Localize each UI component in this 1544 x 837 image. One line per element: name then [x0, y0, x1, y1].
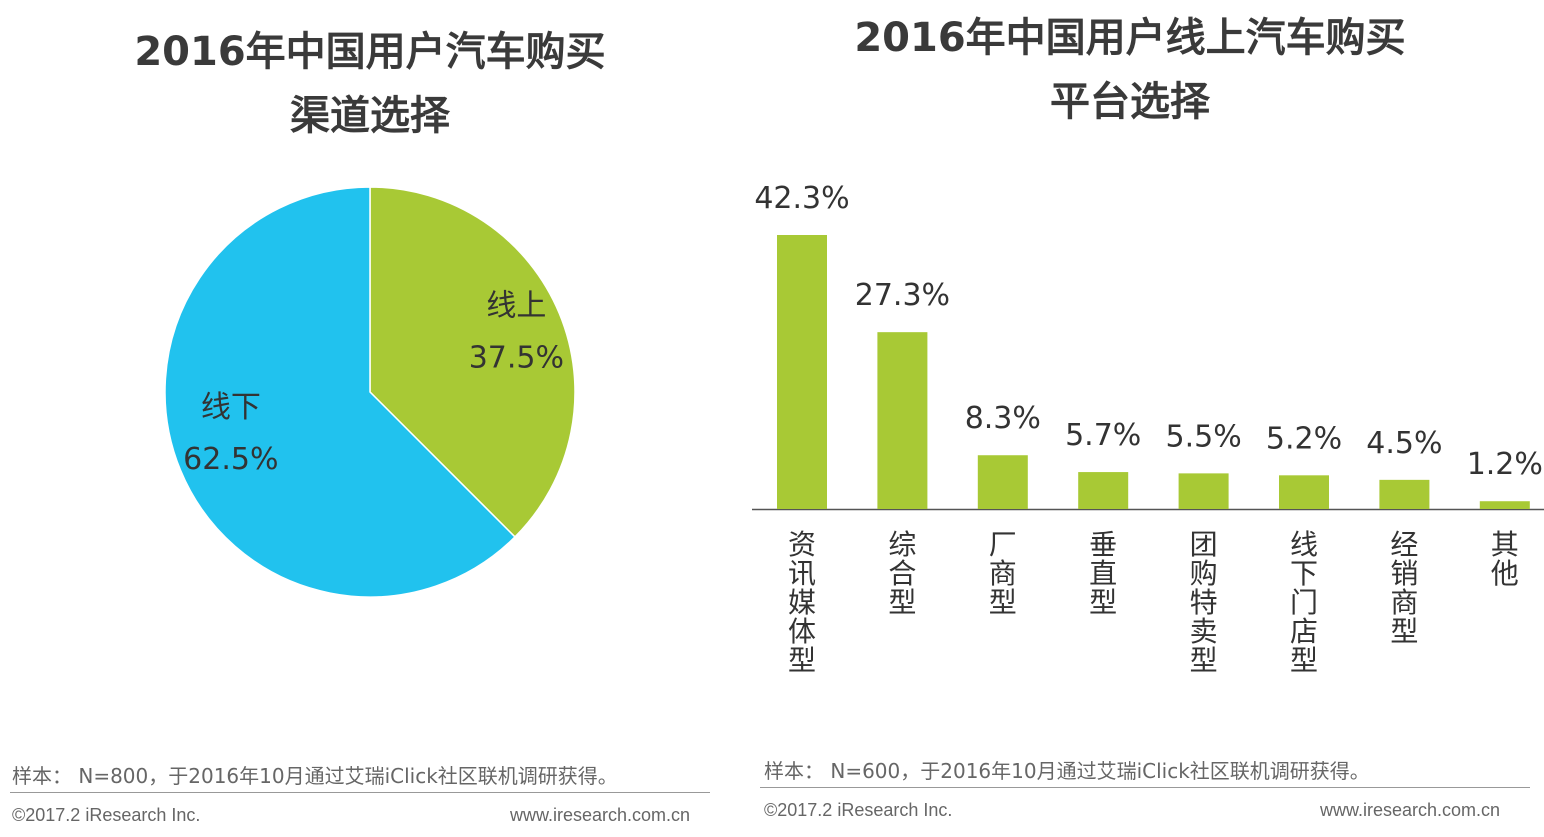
- bar-category-label-3: 垂直型: [1089, 528, 1118, 619]
- bar-value-label-6: 4.5%: [1366, 426, 1442, 461]
- pie-chart: 线上 37.5% 线下 62.5%: [164, 186, 576, 598]
- pie-title-line-1: 2016年中国用户汽车购买: [134, 29, 606, 75]
- bar-category-label-6: 经销商型: [1390, 528, 1419, 648]
- bar-4: [1178, 473, 1229, 509]
- right-website: www.iresearch.com.cn: [1320, 800, 1501, 820]
- right-copyright: ©2017.2 iResearch Inc.: [764, 800, 953, 820]
- bar-value-label-0: 42.3%: [754, 181, 849, 216]
- bar-7: [1479, 501, 1530, 509]
- right-sample-note: 样本： N=600，于2016年10月通过艾瑞iClick社区联机调研获得。: [764, 759, 1370, 783]
- bar-3: [1078, 472, 1129, 509]
- bar-2: [977, 455, 1028, 509]
- pie-slice-label-1: 线下: [201, 390, 261, 425]
- bar-value-label-7: 1.2%: [1467, 447, 1543, 482]
- bar-0: [777, 235, 827, 509]
- bar-value-label-4: 5.5%: [1165, 419, 1241, 454]
- bar-5: [1279, 475, 1329, 509]
- right-footer-divider: [760, 787, 1530, 788]
- bar-chart: 42.3% 27.3% 8.3% 5.7% 5.5% 5.2% 4.5% 1.2%: [752, 181, 1544, 511]
- pie-title-line-2: 渠道选择: [290, 93, 450, 139]
- left-footer-divider: [10, 792, 710, 793]
- bar-title-line-2: 平台选择: [1050, 79, 1210, 125]
- left-website: www.iresearch.com.cn: [510, 805, 691, 825]
- pie-slice-label-0: 线上: [486, 289, 546, 324]
- pie-chart-title: 2016年中国用户汽车购买 渠道选择: [20, 20, 720, 148]
- bar-title-line-1: 2016年中国用户线上汽车购买: [854, 15, 1406, 61]
- left-sample-note: 样本： N=800，于2016年10月通过艾瑞iClick社区联机调研获得。: [12, 764, 618, 788]
- bar-category-label-2: 厂商型: [988, 528, 1017, 619]
- bar-1: [877, 332, 928, 509]
- bar-category-label-0: 资讯媒体型: [787, 528, 816, 677]
- pie-panel: 2016年中国用户汽车购买 渠道选择 线上 37.5% 线下 62.5% 样本： N=…: [0, 0, 740, 837]
- pie-slice-1: [164, 186, 517, 598]
- bar-category-label-1: 综合型: [888, 528, 917, 619]
- pie-slice-value-0: 37.5%: [469, 341, 564, 376]
- pie-slice-value-1: 62.5%: [183, 442, 278, 477]
- bar-category-label-4: 团购特卖型: [1189, 528, 1218, 677]
- bar-value-label-3: 5.7%: [1065, 418, 1141, 453]
- bar-category-label-7: 其他: [1490, 528, 1519, 590]
- bar-value-label-5: 5.2%: [1266, 421, 1342, 456]
- bar-chart-title: 2016年中国用户线上汽车购买 平台选择: [800, 6, 1460, 134]
- bar-6: [1379, 479, 1430, 509]
- pie-slice-0: [369, 186, 576, 539]
- bar-panel: 2016年中国用户线上汽车购买 平台选择 42.3% 27.3% 8.3% 5.7% 5…: [740, 0, 1544, 837]
- bar-value-label-2: 8.3%: [965, 401, 1041, 436]
- left-copyright: ©2017.2 iResearch Inc.: [12, 805, 201, 825]
- bar-value-label-1: 27.3%: [855, 278, 950, 313]
- bar-category-label-5: 线下门店型: [1289, 528, 1318, 677]
